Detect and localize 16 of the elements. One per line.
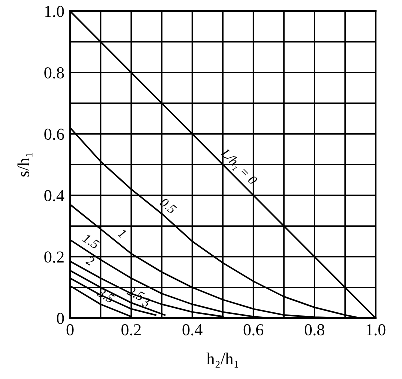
y-tick-label: 0.8 bbox=[44, 67, 64, 79]
annotation: 1.5 bbox=[82, 234, 100, 250]
x-axis-title: h₂/h₁ bbox=[206, 352, 238, 368]
y-tick-label: 0 bbox=[57, 313, 64, 324]
x-tick-label: 0 bbox=[66, 324, 74, 336]
y-tick-label: 0.2 bbox=[44, 252, 64, 263]
y-tick-label: 0.6 bbox=[44, 128, 64, 140]
y-axis-title: s/h₁ bbox=[18, 153, 33, 177]
y-tick-label: 0.4 bbox=[44, 190, 65, 202]
annotation: 1 bbox=[118, 228, 127, 238]
x-tick-label: 0.2 bbox=[122, 324, 141, 336]
x-tick-label: 1.0 bbox=[366, 324, 386, 336]
x-tick-label: 0.4 bbox=[182, 324, 203, 336]
y-tick-label: 1.0 bbox=[45, 6, 64, 18]
x-tick-label: 0.8 bbox=[304, 324, 325, 336]
x-tick-label: 0.6 bbox=[244, 324, 264, 336]
